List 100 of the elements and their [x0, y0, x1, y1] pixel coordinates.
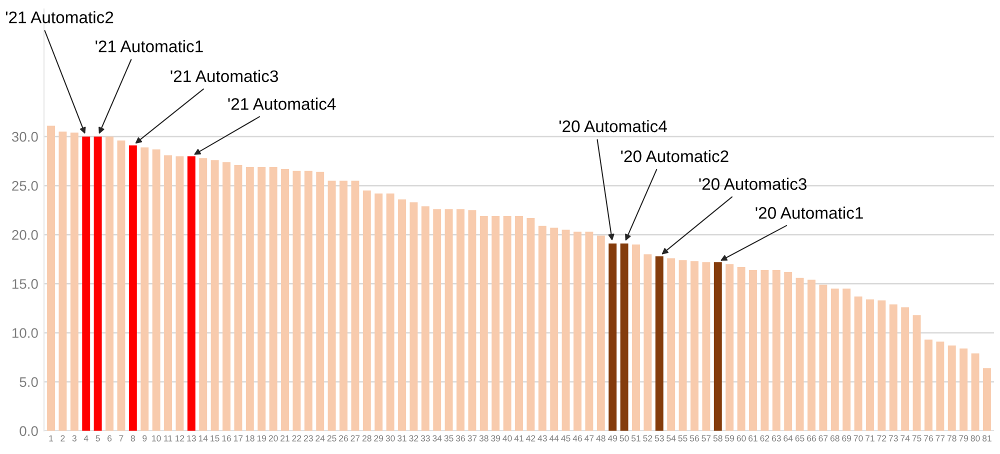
- bar: [106, 136, 114, 431]
- x-tick-label: 80: [970, 435, 980, 442]
- x-tick-label: 39: [491, 435, 500, 442]
- y-tick-label: 15.0: [12, 279, 38, 289]
- bar: [924, 340, 932, 431]
- x-tick-label: 77: [936, 435, 945, 442]
- x-tick-label: 20: [268, 435, 278, 442]
- annotation: '20 Automatic3: [699, 178, 806, 190]
- bar: [456, 209, 464, 431]
- x-tick-label: 44: [549, 435, 559, 442]
- bar: [398, 199, 406, 431]
- x-tick-label: 54: [666, 435, 676, 442]
- bar: [608, 244, 617, 431]
- bar: [140, 147, 149, 431]
- bar: [281, 168, 289, 431]
- x-tick-label: 71: [866, 435, 874, 442]
- x-tick-label: 73: [888, 435, 898, 442]
- x-tick-label: 64: [784, 435, 793, 442]
- bar: [632, 244, 640, 431]
- annotation: '20 Automatic4: [559, 120, 667, 132]
- x-tick-label: 26: [339, 435, 348, 442]
- y-tick-label: 5.0: [20, 377, 38, 387]
- x-tick-label: 24: [316, 435, 325, 442]
- x-tick-label: 7: [119, 435, 124, 442]
- x-tick-label: 15: [210, 435, 220, 442]
- bar: [702, 262, 710, 431]
- x-tick-label: 43: [538, 435, 547, 442]
- bar: [678, 260, 687, 431]
- bar: [819, 284, 828, 431]
- y-tick-label: 10.0: [12, 328, 38, 338]
- bar: [515, 216, 523, 431]
- bar: [912, 315, 921, 431]
- annotation: '21 Automatic2: [6, 11, 114, 24]
- x-tick-label: 42: [526, 435, 536, 442]
- bar: [737, 267, 746, 431]
- x-tick-label: 28: [362, 435, 372, 442]
- bar: [117, 140, 126, 431]
- x-tick-label: 79: [959, 435, 968, 442]
- x-tick-label: 30: [386, 435, 395, 442]
- bar: [480, 216, 488, 431]
- x-tick-label: 35: [444, 435, 454, 442]
- x-tick-label: 8: [130, 435, 135, 442]
- x-tick-label: 2: [60, 435, 65, 442]
- bar: [854, 296, 862, 431]
- bar: [444, 209, 453, 431]
- bar: [421, 206, 430, 431]
- bar: [316, 172, 324, 431]
- bar: [667, 258, 676, 431]
- annotation: '20 Automatic2: [621, 150, 728, 162]
- x-tick-label: 27: [350, 435, 360, 442]
- bar: [749, 270, 757, 431]
- x-tick-label: 62: [760, 435, 770, 442]
- x-tick-label: 60: [736, 435, 746, 442]
- x-tick-label: 10: [152, 435, 161, 442]
- bar: [410, 202, 418, 431]
- bar: [94, 136, 102, 431]
- bar: [152, 149, 160, 431]
- bar: [468, 210, 476, 431]
- bar: [362, 190, 371, 431]
- bar: [58, 132, 67, 431]
- x-tick-label: 48: [596, 435, 606, 442]
- bar: [971, 353, 980, 431]
- bar: [234, 165, 242, 431]
- annotation: '21 Automatic1: [96, 40, 203, 52]
- x-tick-label: 58: [713, 435, 722, 442]
- x-tick-label: 78: [947, 435, 956, 442]
- x-tick-label: 55: [678, 435, 688, 442]
- x-tick-label: 34: [432, 435, 442, 442]
- x-tick-label: 59: [725, 435, 734, 442]
- bar: [538, 226, 546, 431]
- x-tick-label: 40: [502, 435, 512, 442]
- x-tick-label: 57: [702, 435, 711, 442]
- x-tick-label: 29: [374, 435, 384, 442]
- bar: [796, 278, 804, 431]
- annotation: '21 Automatic3: [170, 70, 278, 82]
- x-tick-label: 70: [854, 435, 863, 442]
- bar: [574, 232, 582, 431]
- x-tick-label: 16: [222, 435, 231, 442]
- x-tick-label: 14: [198, 435, 208, 442]
- x-tick-label: 4: [84, 435, 88, 442]
- x-tick-label: 65: [795, 435, 804, 442]
- x-tick-label: 81: [982, 435, 992, 442]
- bar: [772, 270, 780, 431]
- x-tick-label: 76: [924, 435, 933, 442]
- x-tick-label: 45: [561, 435, 570, 442]
- x-tick-label: 5: [96, 435, 100, 442]
- x-tick-label: 21: [280, 435, 290, 442]
- bar: [714, 262, 722, 431]
- x-tick-label: 9: [142, 435, 147, 442]
- bar: [585, 232, 594, 431]
- y-tick-label: 20.0: [12, 230, 38, 240]
- x-tick-label: 72: [877, 435, 886, 442]
- x-tick-label: 47: [584, 435, 594, 442]
- x-tick-label: 69: [842, 435, 852, 442]
- bar: [492, 216, 500, 431]
- x-tick-label: 36: [456, 435, 465, 442]
- x-tick-label: 75: [912, 435, 922, 442]
- bar: [830, 288, 839, 431]
- x-tick-label: 23: [304, 435, 313, 442]
- bar: [562, 230, 570, 431]
